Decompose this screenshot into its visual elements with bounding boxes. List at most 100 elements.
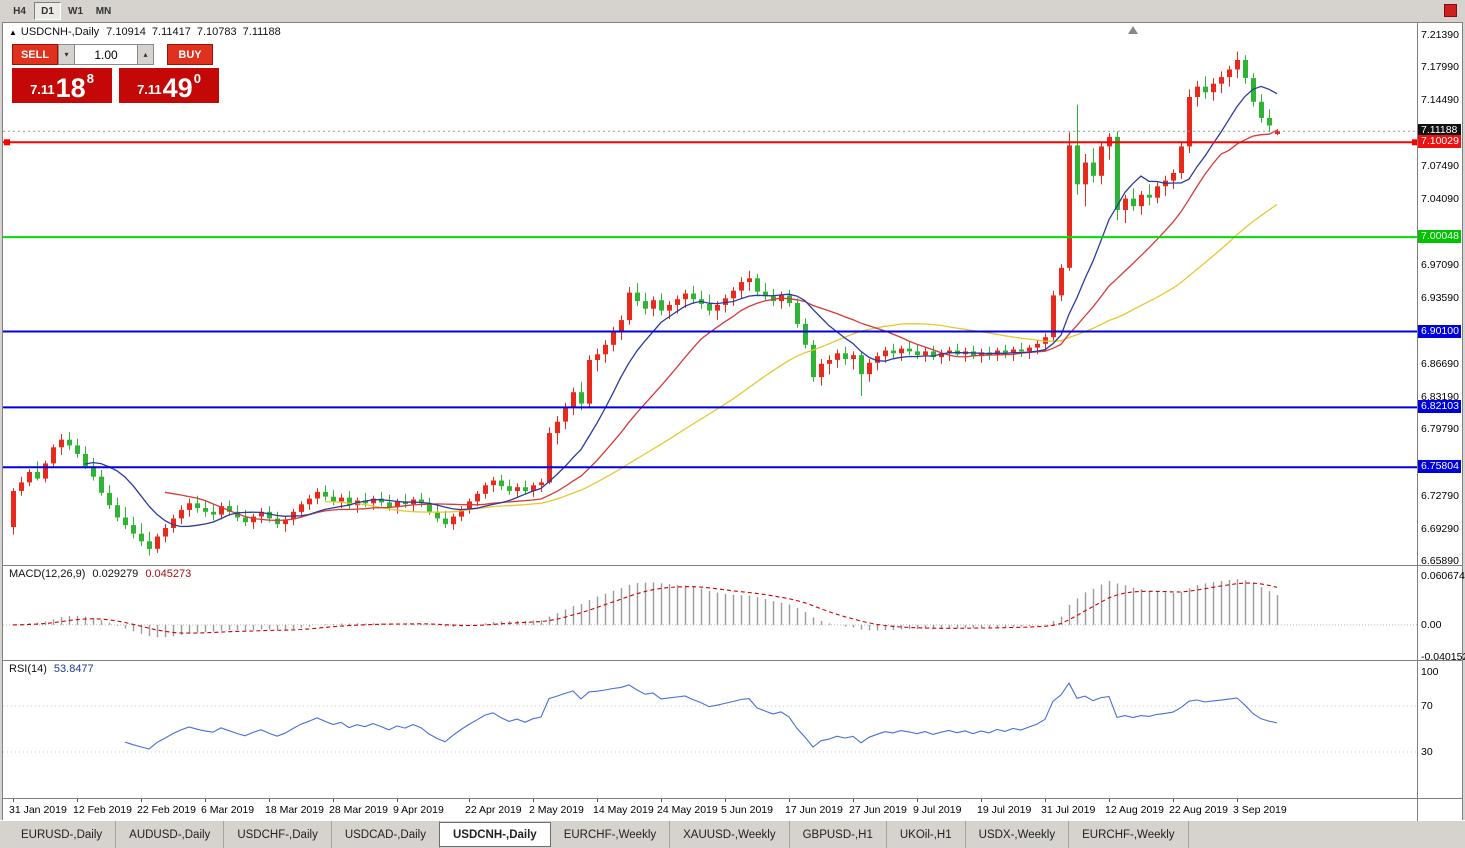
date-axis-label: 28 Mar 2019 [329, 804, 388, 816]
volume-input[interactable] [75, 44, 137, 65]
buy-button[interactable]: BUY [167, 44, 213, 65]
date-axis-label: 9 Apr 2019 [393, 804, 444, 816]
price-badge: 7.00048 [1418, 230, 1461, 244]
date-axis-label: 19 Jul 2019 [977, 804, 1032, 816]
volume-dropdown-button[interactable]: ▾ [58, 44, 75, 65]
panel-divider[interactable] [3, 798, 1462, 799]
ohlc-open: 7.10914 [106, 26, 146, 38]
chart-tab-usdchf-daily-2[interactable]: USDCHF-,Daily [224, 821, 332, 848]
macd-main-value: 0.029279 [92, 568, 139, 580]
price-badge: 6.82103 [1418, 400, 1461, 414]
one-click-trade-panel: SELL ▾ ▴ BUY 7.11 18 8 7.11 [12, 44, 219, 103]
rsi-chart[interactable] [3, 660, 1420, 798]
symbol-tag-icon: ▲ [9, 27, 17, 37]
timeframe-button-w1[interactable]: W1 [68, 5, 83, 17]
chart-symbol-label: USDCNH-,Daily [20, 26, 100, 38]
date-tick [1109, 798, 1110, 802]
price-axis-label: 6.97090 [1421, 259, 1459, 272]
buy-price-display[interactable]: 7.11 49 0 [119, 68, 219, 103]
date-tick [205, 798, 206, 802]
price-axis-label: 6.86690 [1421, 357, 1459, 370]
rsi-title: RSI(14) 53.8477 [9, 663, 101, 675]
panel-divider[interactable] [3, 660, 1462, 661]
price-axis[interactable]: 7.21390 7.17990 7.14490 7.07490 7.04090 6.970… [1418, 23, 1465, 821]
price-axis-label: 7.04090 [1421, 192, 1459, 205]
macd-axis-label: 0.00 [1421, 618, 1442, 631]
chart-tab-ukoil-h1-8[interactable]: UKOil-,H1 [887, 821, 966, 848]
date-tick [77, 798, 78, 802]
sell-button[interactable]: SELL [12, 44, 58, 65]
macd-chart[interactable] [3, 565, 1420, 660]
date-tick [469, 798, 470, 802]
volume-increase-button[interactable]: ▴ [137, 44, 154, 65]
chart-tab-eurchf-weekly-10[interactable]: EURCHF-,Weekly [1069, 821, 1189, 848]
panel-divider[interactable] [3, 565, 1462, 566]
candles [11, 51, 1280, 556]
chart-tab-xauusd-weekly-6[interactable]: XAUUSD-,Weekly [670, 821, 790, 848]
date-axis-label: 22 Aug 2019 [1169, 804, 1228, 816]
ohlc-low: 7.10783 [196, 26, 237, 38]
axis-divider [1417, 23, 1418, 821]
date-tick [141, 798, 142, 802]
date-tick [981, 798, 982, 802]
chart-tab-eurchf-weekly-5[interactable]: EURCHF-,Weekly [551, 821, 671, 848]
rsi-axis-label: 100 [1421, 665, 1439, 678]
timeframe-button-h4[interactable]: H4 [13, 5, 26, 17]
date-axis-label: 3 Sep 2019 [1233, 804, 1287, 816]
horizontal-lines [3, 139, 1420, 469]
toolbar: H4 D1 W1 MN [0, 0, 1465, 22]
date-tick [333, 798, 334, 802]
timeframe-button-d1[interactable]: D1 [34, 2, 61, 20]
price-badge: 6.75804 [1418, 460, 1461, 474]
date-tick [1237, 798, 1238, 802]
macd-title: MACD(12,26,9) 0.029279 0.045273 [9, 568, 198, 580]
date-tick [725, 798, 726, 802]
timeframe-button-mn[interactable]: MN [95, 5, 112, 17]
chart-shift-marker [1128, 26, 1138, 34]
ohlc-close: 7.11188 [242, 26, 281, 38]
date-axis-label: 27 Jun 2019 [849, 804, 907, 816]
macd-axis-label: 0.060674 [1421, 570, 1465, 583]
date-axis-label: 5 Jun 2019 [721, 804, 773, 816]
price-badge: 7.10029 [1418, 135, 1461, 149]
date-tick [397, 798, 398, 802]
price-axis-label: 6.83190 [1421, 391, 1459, 404]
date-tick [597, 798, 598, 802]
rsi-value: 53.8477 [53, 663, 94, 675]
chart-tab-eurusd-daily-0[interactable]: EURUSD-,Daily [8, 821, 117, 848]
chart-panels: ▲ USDCNH-,Daily 7.10914 7.11417 7.10783 … [3, 23, 1420, 821]
price-axis-label: 6.93590 [1421, 292, 1459, 305]
date-axis-label: 12 Feb 2019 [73, 804, 132, 816]
chevron-down-icon: ▾ [64, 50, 69, 59]
rsi-panel[interactable]: RSI(14) 53.8477 [3, 660, 1420, 798]
rsi-axis-label: 30 [1421, 746, 1433, 758]
date-axis-label: 31 Jan 2019 [9, 804, 67, 816]
price-badge: 7.11188 [1418, 124, 1461, 138]
price-axis-label: 6.72790 [1421, 489, 1459, 502]
macd-panel[interactable]: MACD(12,26,9) 0.029279 0.045273 [3, 565, 1420, 660]
chart-tab-audusd-daily-1[interactable]: AUDUSD-,Daily [116, 821, 225, 848]
alert-indicator[interactable] [1444, 4, 1457, 17]
chart-tab-bar: EURUSD-,Daily AUDUSD-,Daily USDCHF-,Daily U… [0, 820, 1465, 848]
date-tick [1173, 798, 1174, 802]
buy-price-prefix: 7.11 [137, 82, 162, 97]
chart-tab-usdcad-daily-3[interactable]: USDCAD-,Daily [332, 821, 440, 848]
date-axis-label: 31 Jul 2019 [1041, 804, 1096, 816]
chart-tab-usdx-weekly-9[interactable]: USDX-,Weekly [966, 821, 1070, 848]
date-axis-label: 12 Aug 2019 [1105, 804, 1164, 816]
date-axis-label: 6 Mar 2019 [201, 804, 255, 816]
date-axis-label: 22 Apr 2019 [465, 804, 522, 816]
ohlc-high: 7.11417 [151, 26, 191, 38]
price-badge: 6.90100 [1418, 324, 1461, 338]
chart-tab-gbpusd-h1-7[interactable]: GBPUSD-,H1 [790, 821, 887, 848]
time-axis[interactable]: 31 Jan 2019 12 Feb 2019 22 Feb 2019 6 Mar 2… [3, 798, 1420, 821]
candlestick-chart[interactable] [3, 23, 1420, 565]
sell-price-display[interactable]: 7.11 18 8 [12, 68, 112, 103]
date-axis-label: 24 May 2019 [657, 804, 718, 816]
chart-tab-usdcnh-daily-4[interactable]: USDCNH-,Daily [438, 822, 551, 847]
date-tick [853, 798, 854, 802]
price-axis-label: 7.21390 [1421, 28, 1459, 41]
price-chart-panel[interactable]: ▲ USDCNH-,Daily 7.10914 7.11417 7.10783 … [3, 23, 1420, 565]
macd-histogram [20, 579, 1279, 638]
